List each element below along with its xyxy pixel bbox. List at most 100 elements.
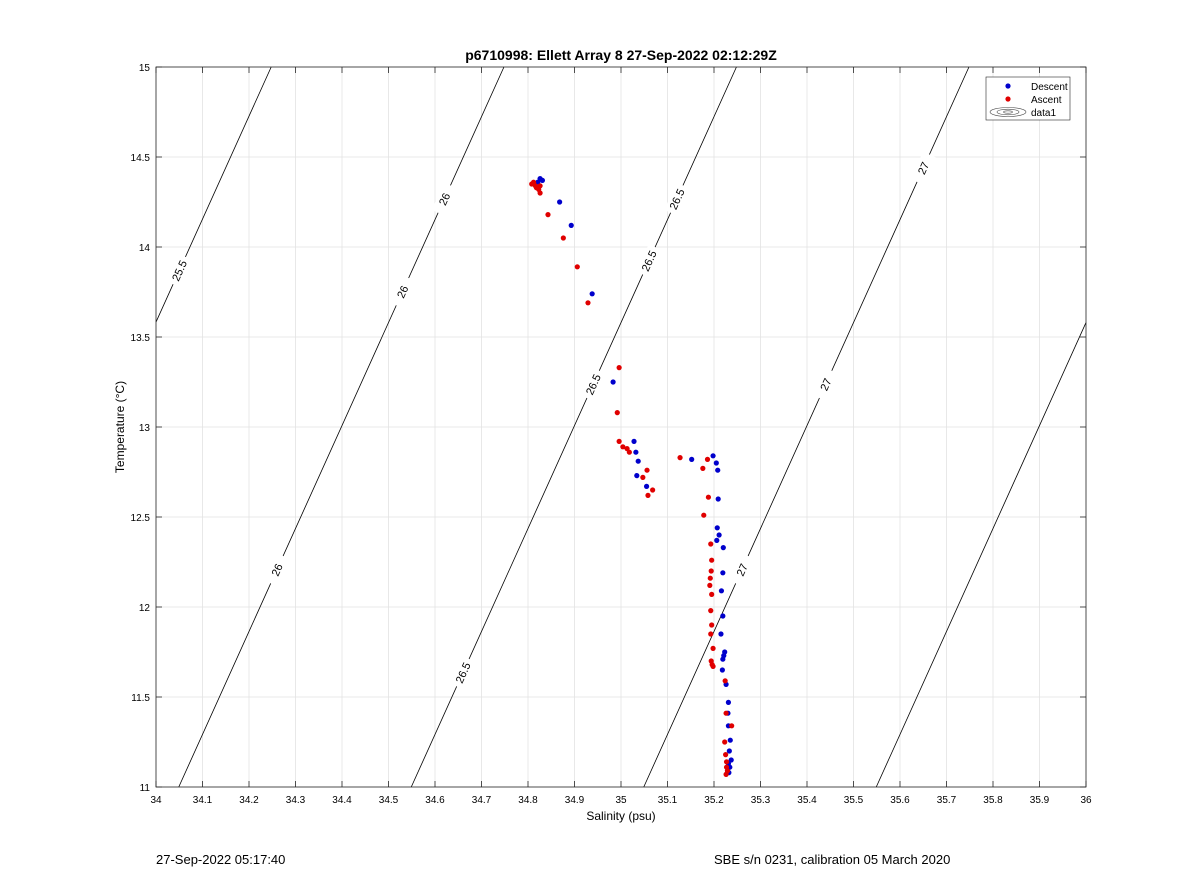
x-tick-label: 35.8 (983, 795, 1003, 806)
descent-point (725, 699, 732, 706)
descent-point (631, 438, 637, 444)
contour-label-bg (431, 182, 457, 216)
legend-descent-marker (1005, 83, 1011, 89)
ascent-point (723, 759, 730, 765)
x-tick-label: 35.5 (844, 795, 864, 806)
ascent-point (707, 582, 713, 589)
ascent-point (585, 300, 591, 306)
descent-point (718, 588, 725, 594)
y-tick-label: 13.5 (131, 333, 151, 344)
y-tick-label: 13 (139, 423, 151, 434)
descent-point (633, 449, 639, 455)
legend: Descent Ascent data1 (985, 76, 1071, 121)
descent-point (634, 473, 640, 479)
x-tick-label: 34.3 (286, 795, 306, 806)
ascent-point (650, 487, 656, 493)
y-axis-label: Temperature (°C) (113, 381, 127, 473)
legend-ascent-marker (1005, 96, 1011, 102)
descent-point (728, 757, 734, 763)
ascent-point (708, 608, 714, 614)
descent-point (715, 496, 721, 502)
legend-box (985, 76, 1071, 121)
descent-point (720, 656, 726, 662)
descent-point (689, 456, 695, 462)
x-tick-label: 35.9 (1030, 795, 1050, 806)
y-tick-label: 12 (139, 603, 151, 614)
x-tick-label: 35.2 (704, 795, 724, 806)
x-tick-label: 34.4 (332, 795, 352, 806)
x-tick-label: 34.9 (565, 795, 585, 806)
legend-data1-label: data1 (1031, 108, 1056, 119)
ascent-point (701, 512, 707, 518)
legend-descent-label: Descent (1031, 82, 1068, 93)
ascent-point (626, 449, 632, 455)
ascent-point (709, 557, 715, 563)
y-tick-label: 14.5 (131, 153, 151, 164)
ascent-point (708, 568, 714, 574)
ascent-point (723, 710, 729, 716)
x-tick-label: 34.1 (193, 795, 213, 806)
x-tick-label: 35.4 (797, 795, 817, 806)
ascent-point (545, 212, 551, 218)
ascent-point (644, 467, 650, 473)
x-tick-label: 34.5 (379, 795, 399, 806)
x-tick-label: 34.8 (518, 795, 538, 806)
ascent-point (729, 723, 735, 729)
ascent-point (723, 771, 729, 778)
contour-label-bg (813, 367, 839, 401)
x-axis-label: Salinity (psu) (586, 809, 655, 823)
y-tick-label: 12.5 (131, 513, 151, 524)
x-tick-label: 34.6 (425, 795, 445, 806)
contour-label-bg (910, 151, 936, 185)
contour-label-bg (166, 254, 192, 288)
x-tick-label: 34.7 (472, 795, 492, 806)
ascent-point (616, 438, 622, 444)
descent-point (635, 458, 641, 464)
ascent-point (709, 622, 715, 628)
descent-point (718, 631, 724, 637)
ascent-point (722, 739, 728, 745)
descent-point (643, 483, 650, 489)
y-tick-label: 15 (139, 63, 151, 74)
ascent-point (620, 444, 626, 450)
isopycnal-line (643, 66, 970, 788)
descent-point (539, 177, 546, 183)
y-tick-label: 14 (139, 243, 151, 254)
ascent-point (616, 365, 622, 371)
ascent-point (574, 264, 580, 270)
contour-label: 26 (395, 284, 411, 300)
contour-label-bg (580, 367, 606, 401)
ascent-point (560, 235, 566, 241)
legend-ascent-label: Ascent (1031, 95, 1062, 106)
x-tick-label: 36 (1080, 795, 1092, 806)
ascent-point (677, 455, 683, 461)
ascent-point (707, 575, 713, 581)
descent-point (714, 525, 720, 531)
ascent-point (705, 494, 712, 500)
legend-contour-icon (989, 107, 1027, 117)
y-tick-label: 11.5 (131, 693, 150, 704)
axis-ticks: 34 34.1 34.2 34.3 34.4 34.5 34.6 34.7 34.8 34.9 35… (131, 63, 1092, 806)
x-tick-label: 35.1 (658, 795, 678, 806)
descent-point (716, 532, 722, 538)
contour-label: 27 (819, 377, 835, 393)
ascent-point (537, 190, 543, 196)
x-tick-label: 34 (150, 795, 162, 806)
contour-label-bg (729, 553, 755, 587)
isopycnal-line (875, 322, 1087, 788)
ascent-point (723, 752, 729, 758)
descent-point (720, 613, 726, 619)
x-tick-label: 35 (615, 795, 627, 806)
contour-label-bg (636, 244, 662, 278)
ascent-point (537, 183, 543, 189)
contour-label-bg (389, 275, 416, 309)
x-tick-label: 35.3 (751, 795, 771, 806)
x-tick-label: 34.2 (239, 795, 259, 806)
x-tick-label: 35.6 (890, 795, 910, 806)
ascent-point (704, 456, 711, 462)
chart-title: p6710998: Ellett Array 8 27-Sep-2022 02:… (465, 47, 777, 63)
ascent-point (614, 410, 620, 416)
ascent-point (722, 678, 728, 684)
ascent-point (709, 591, 715, 598)
